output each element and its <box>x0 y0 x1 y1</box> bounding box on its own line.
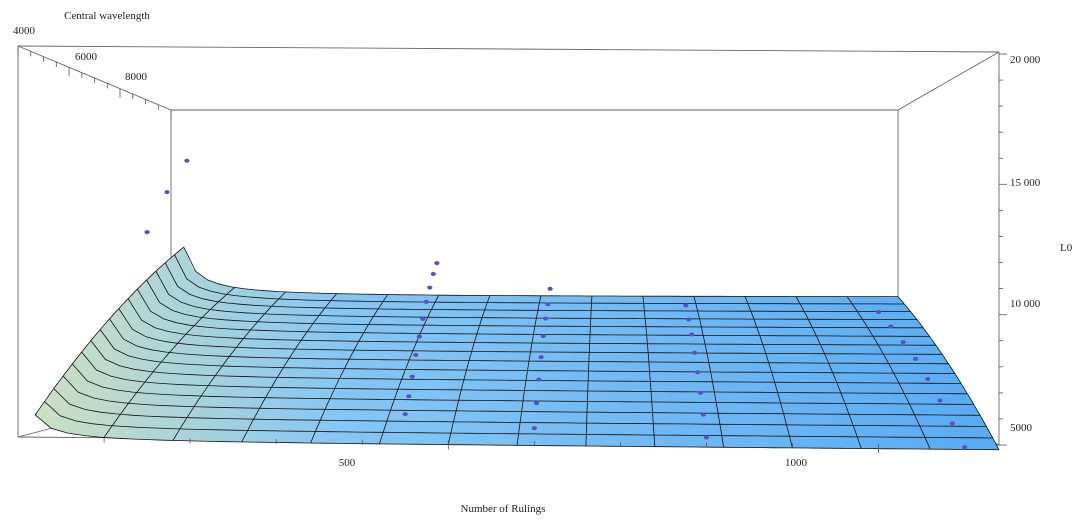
mesh-line-rulings <box>795 296 862 449</box>
mesh-line-rulings <box>447 295 491 445</box>
z-tick-label: 10 000 <box>1010 298 1041 310</box>
x-tick-label: 1000 <box>785 457 808 469</box>
data-point <box>420 316 426 321</box>
y-tick-labels: 4000 6000 8000 <box>13 25 148 83</box>
data-points <box>144 158 968 450</box>
data-point <box>423 299 429 304</box>
data-point <box>700 412 707 417</box>
data-point <box>925 377 931 381</box>
mesh-line-rulings <box>897 296 1000 450</box>
y-axis-label: Central wavelength <box>64 10 150 22</box>
mesh-line-rulings <box>516 295 542 446</box>
data-point <box>184 158 190 163</box>
data-point <box>409 374 415 379</box>
data-point <box>543 316 549 321</box>
data-point <box>164 190 170 195</box>
data-point <box>531 426 537 431</box>
data-point <box>695 370 701 375</box>
data-point <box>683 303 689 308</box>
mesh-line-rulings <box>744 296 793 448</box>
x-axis-label: Number of Rulings <box>461 503 546 515</box>
data-point <box>547 286 553 291</box>
mesh-line-rulings <box>310 294 389 444</box>
data-point <box>900 340 906 345</box>
y-tick-label: 8000 <box>125 71 148 83</box>
data-point <box>912 356 919 361</box>
z-tick-label: 15 000 <box>1010 177 1041 189</box>
data-point <box>686 317 692 322</box>
data-point <box>144 230 150 235</box>
axis-ticks <box>17 46 1007 453</box>
data-point <box>697 390 704 395</box>
mesh-line-rulings <box>846 296 931 450</box>
x-tick-label: 500 <box>339 457 356 469</box>
data-point <box>703 435 710 440</box>
mesh-line-rulings <box>241 293 338 443</box>
data-point <box>540 334 546 339</box>
y-tick-label: 4000 <box>13 25 36 37</box>
data-point <box>406 394 412 399</box>
surface-mesh <box>34 246 1000 451</box>
data-point <box>413 353 419 357</box>
z-tick-label: 20 000 <box>1010 54 1041 66</box>
data-point <box>888 324 894 329</box>
data-point <box>402 412 408 417</box>
data-point <box>434 261 440 266</box>
data-point <box>545 302 551 307</box>
mesh-line-wavelength <box>183 246 898 297</box>
surface-patch <box>35 247 999 450</box>
mesh-line-rulings <box>34 246 185 416</box>
mesh-line-rulings <box>585 295 593 447</box>
mesh-line-rulings <box>693 296 724 448</box>
data-point <box>416 334 422 339</box>
z-tick-label: 5000 <box>1010 422 1033 434</box>
data-point <box>536 377 542 382</box>
box-front-top-edge <box>17 45 1000 53</box>
y-tick-label: 6000 <box>75 51 98 63</box>
z-axis-label: L0 <box>1060 242 1073 254</box>
mesh-line-rulings <box>172 291 287 441</box>
data-point <box>689 332 695 337</box>
data-point <box>538 355 544 360</box>
data-point <box>876 310 882 314</box>
box-depth-edge-top-right <box>897 51 1000 111</box>
data-point <box>430 272 436 276</box>
x-tick-labels: 500 1000 <box>339 457 808 469</box>
mesh-line-rulings <box>642 296 656 447</box>
z-tick-labels: 5000 10 000 15 000 20 000 <box>1010 54 1041 434</box>
data-point <box>949 421 955 426</box>
mesh-line-rulings <box>103 287 236 438</box>
data-point <box>534 401 540 406</box>
data-point <box>937 398 943 403</box>
mesh-line-rulings <box>379 294 440 445</box>
data-point <box>427 285 433 290</box>
data-point <box>692 350 698 355</box>
